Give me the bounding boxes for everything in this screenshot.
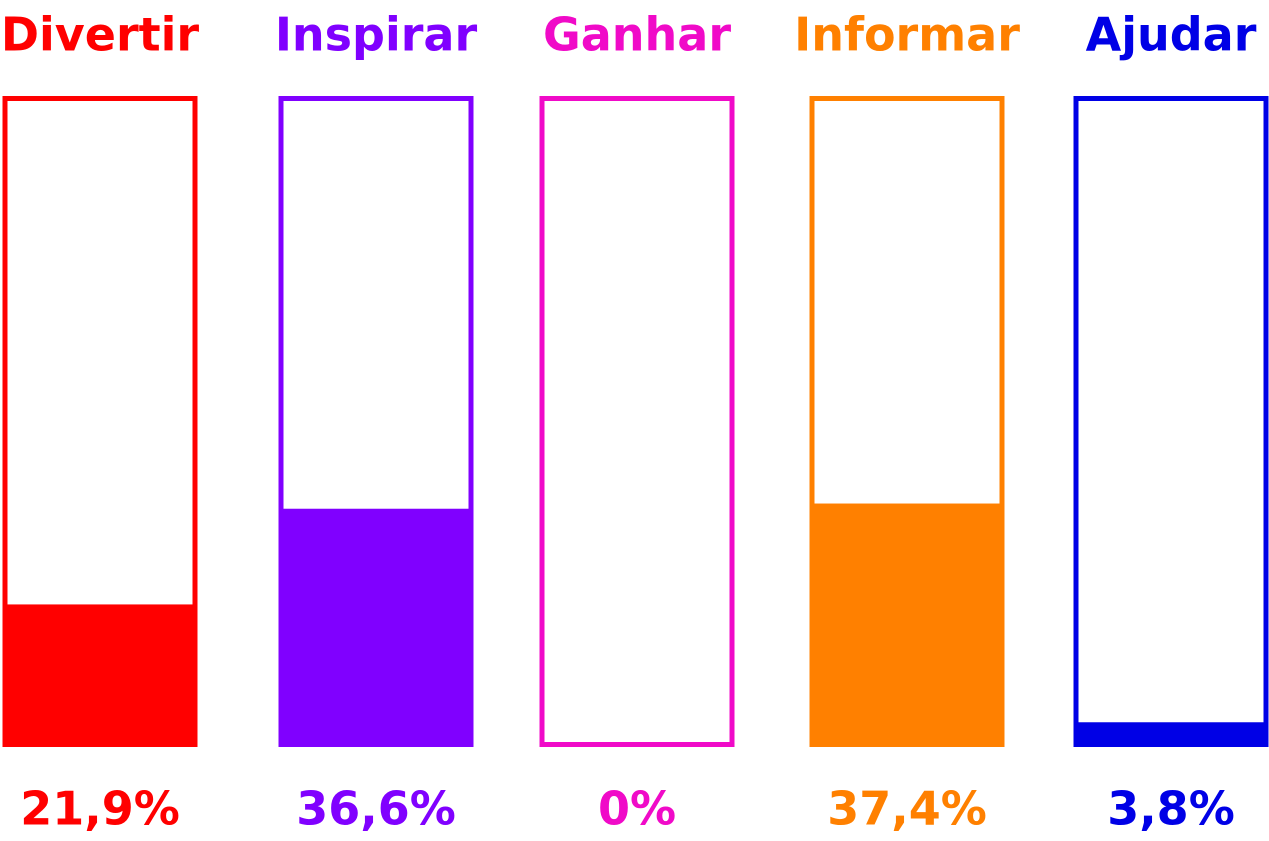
bar-outline	[539, 96, 735, 747]
category-label: Ajudar	[1086, 8, 1257, 62]
bar-outline	[1073, 96, 1269, 747]
bar	[809, 503, 1005, 747]
bar	[1073, 722, 1269, 747]
category-label: Ganhar	[543, 8, 731, 62]
value-label: 3,8%	[1107, 782, 1235, 836]
bar	[2, 604, 198, 747]
value-label: 37,4%	[827, 782, 987, 836]
value-label: 36,6%	[296, 782, 456, 836]
value-label: 0%	[598, 782, 676, 836]
bar	[278, 508, 474, 747]
category-label: Inspirar	[275, 8, 478, 62]
category-label: Divertir	[1, 8, 200, 62]
value-label: 21,9%	[20, 782, 180, 836]
category-label: Informar	[794, 8, 1020, 62]
